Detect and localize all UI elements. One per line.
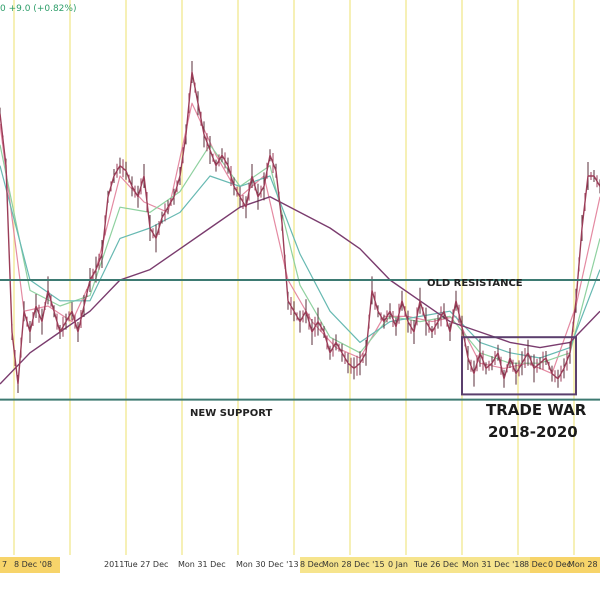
x-tick-label: 7 bbox=[2, 560, 8, 569]
x-tick-label: 0 Jan bbox=[388, 560, 408, 569]
x-tick-label: Mon 30 Dec '13 bbox=[236, 560, 299, 569]
x-tick-label: Tue 26 Dec bbox=[414, 560, 459, 569]
x-tick-label: Tue 27 Dec bbox=[124, 560, 169, 569]
level-lines bbox=[0, 279, 600, 401]
price-series bbox=[0, 71, 600, 385]
x-tick-label: 2011 bbox=[104, 560, 125, 569]
series-line-ma_fast bbox=[0, 102, 600, 375]
trade-war-label-line1: TRADE WAR bbox=[486, 401, 587, 419]
x-tick-label: Mon 31 Dec bbox=[178, 560, 226, 569]
x-tick-label: 0 Dec bbox=[548, 560, 572, 569]
x-tick-label: 8 Dec bbox=[300, 560, 324, 569]
x-axis-highlight-right bbox=[530, 557, 600, 573]
x-axis-highlight-mid bbox=[300, 557, 530, 573]
x-tick-label: Mon 28 Dec bbox=[568, 560, 600, 569]
x-tick-label: Mon 31 Dec '18 bbox=[462, 560, 525, 569]
trade-war-box bbox=[461, 336, 577, 396]
trade-war-label-line2: 2018-2020 bbox=[488, 423, 578, 441]
price-change-readout: 0 +9.0 (+0.82%) bbox=[0, 4, 77, 14]
chart-grid bbox=[13, 0, 575, 555]
x-tick-label: 8 Dec bbox=[524, 560, 548, 569]
old-resistance-label: OLD RESISTANCE bbox=[427, 278, 523, 289]
series-line-price bbox=[0, 71, 600, 385]
new-support-label: NEW SUPPORT bbox=[190, 408, 272, 419]
x-axis-labels: 7 8 Dec '08 2011 Tue 27 Dec Mon 31 Dec M… bbox=[0, 557, 600, 573]
series-line-ma_purple bbox=[0, 196, 600, 385]
candles bbox=[0, 61, 600, 393]
x-tick-label: 8 Dec '08 bbox=[14, 560, 53, 569]
x-tick-label: Mon 28 Dec '15 bbox=[322, 560, 385, 569]
x-axis-highlight-left bbox=[0, 557, 60, 573]
moving-averages bbox=[0, 102, 600, 385]
